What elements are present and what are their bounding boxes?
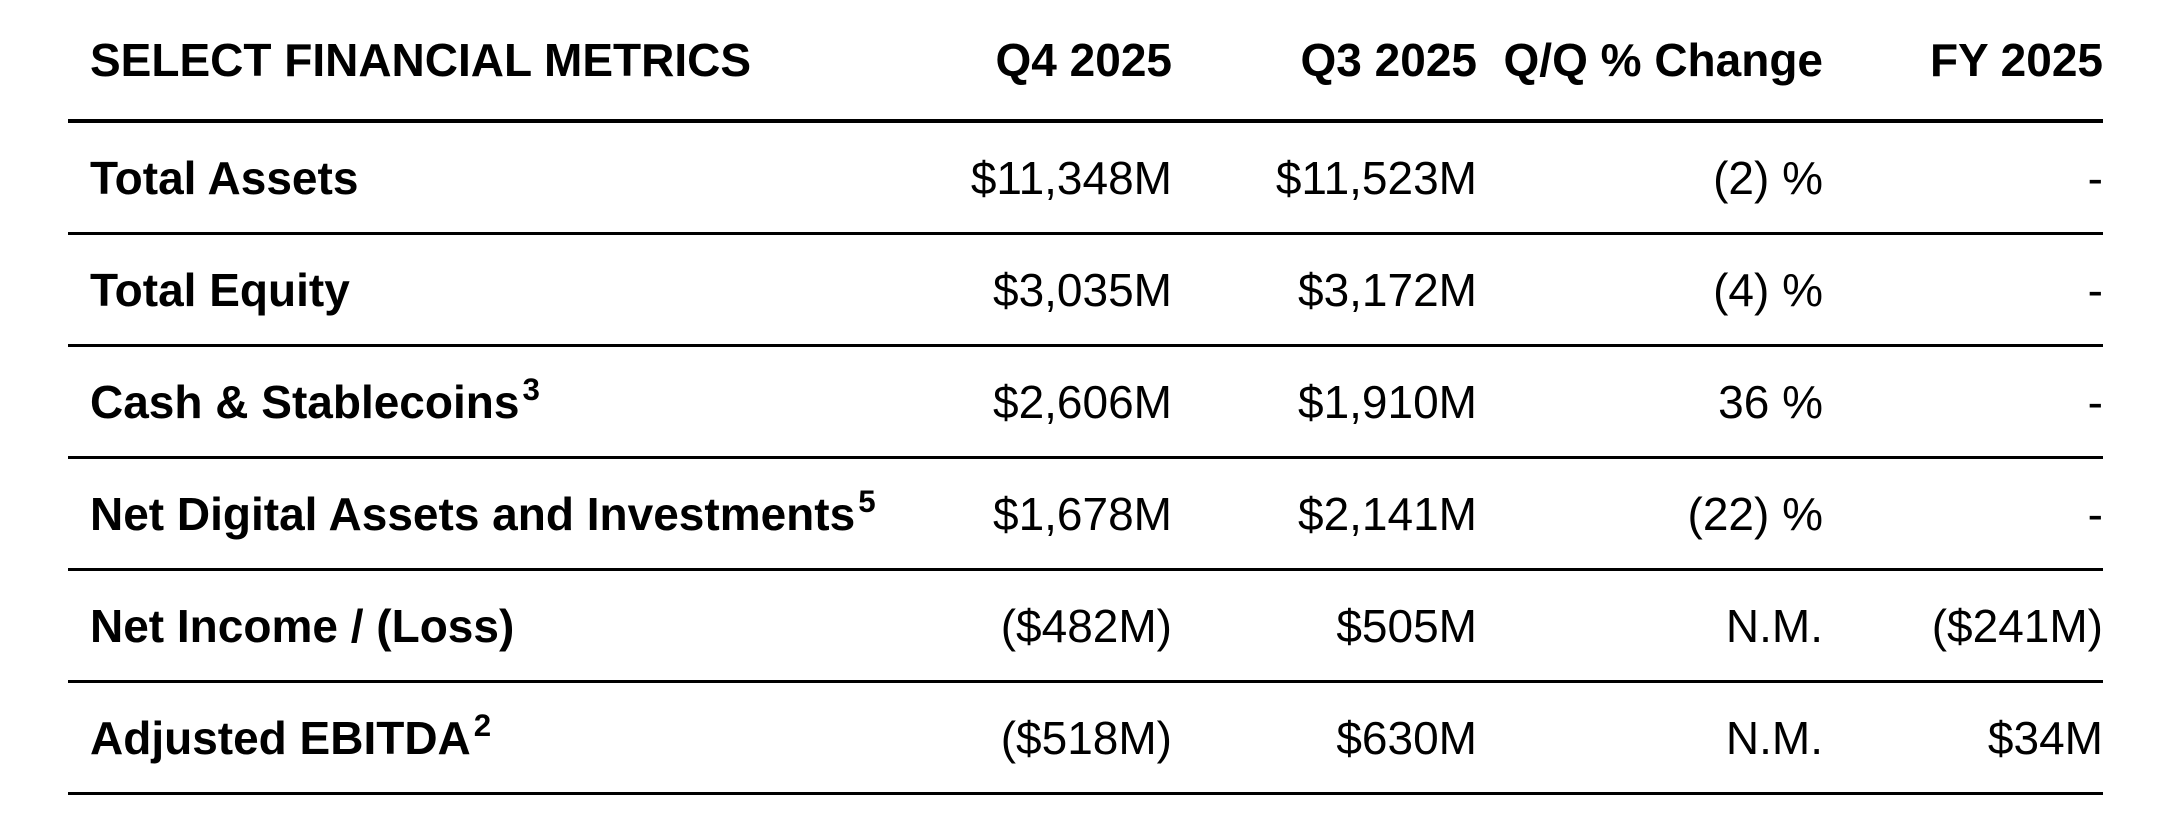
value-fy-2025: ($241M) bbox=[1931, 599, 2103, 652]
value-q3-2025: $3,172M bbox=[1297, 263, 1477, 316]
value-qq-change: (2) % bbox=[1713, 151, 1823, 204]
value-q3-2025: $2,141M bbox=[1297, 487, 1477, 540]
value-q4-2025: $1,678M bbox=[992, 487, 1172, 540]
value-qq-change: (4) % bbox=[1713, 263, 1823, 316]
metric-footnote-superscript: 5 bbox=[858, 484, 876, 520]
value-qq-change: 36 % bbox=[1718, 375, 1823, 428]
value-q4-2025: $11,348M bbox=[970, 151, 1172, 204]
value-q4-2025: ($482M) bbox=[1000, 599, 1172, 652]
value-fy-2025: - bbox=[2087, 375, 2103, 428]
table-row-total-equity: Total Equity $3,035M $3,172M (4) % - bbox=[68, 235, 2103, 347]
column-header-qq-change: Q/Q % Change bbox=[1503, 33, 1823, 86]
value-fy-2025: - bbox=[2087, 263, 2103, 316]
value-q3-2025: $1,910M bbox=[1297, 375, 1477, 428]
table-title: SELECT FINANCIAL METRICS bbox=[90, 33, 752, 86]
table-row-net-income-loss: Net Income / (Loss) ($482M) $505M N.M. (… bbox=[68, 571, 2103, 683]
metric-name: Cash & Stablecoins bbox=[90, 375, 520, 428]
value-fy-2025: - bbox=[2087, 151, 2103, 204]
metric-name: Adjusted EBITDA bbox=[90, 711, 471, 764]
metric-name-cell: Net Digital Assets and Investments5 bbox=[68, 486, 878, 540]
metric-name-cell: Total Equity bbox=[68, 267, 878, 313]
column-header-fy-2025: FY 2025 bbox=[1929, 33, 2103, 86]
table-row-total-assets: Total Assets $11,348M $11,523M (2) % - bbox=[68, 123, 2103, 235]
metric-name-cell: Adjusted EBITDA2 bbox=[68, 710, 878, 764]
metric-name-cell: Total Assets bbox=[68, 155, 878, 201]
metric-name: Net Digital Assets and Investments bbox=[90, 487, 856, 540]
table-row-cash-stablecoins: Cash & Stablecoins3 $2,606M $1,910M 36 %… bbox=[68, 347, 2103, 459]
value-q4-2025: $3,035M bbox=[992, 263, 1172, 316]
metric-name: Total Equity bbox=[90, 263, 350, 316]
value-q4-2025: $2,606M bbox=[992, 375, 1172, 428]
table-row-adjusted-ebitda: Adjusted EBITDA2 ($518M) $630M N.M. $34M bbox=[68, 683, 2103, 795]
value-q3-2025: $630M bbox=[1336, 711, 1477, 764]
table-header-row: SELECT FINANCIAL METRICS Q4 2025 Q3 2025… bbox=[68, 0, 2103, 123]
metric-name: Net Income / (Loss) bbox=[90, 599, 515, 652]
metric-name-cell: Cash & Stablecoins3 bbox=[68, 374, 878, 428]
metric-name: Total Assets bbox=[90, 151, 359, 204]
value-fy-2025: $34M bbox=[1987, 711, 2103, 764]
metric-name-cell: Net Income / (Loss) bbox=[68, 603, 878, 649]
value-fy-2025: - bbox=[2087, 487, 2103, 540]
column-header-q4-2025: Q4 2025 bbox=[995, 33, 1172, 86]
value-q3-2025: $11,523M bbox=[1275, 151, 1477, 204]
select-financial-metrics-table: SELECT FINANCIAL METRICS Q4 2025 Q3 2025… bbox=[68, 0, 2103, 795]
value-qq-change: N.M. bbox=[1725, 599, 1823, 652]
value-qq-change: (22) % bbox=[1687, 487, 1823, 540]
table-row-net-digital-assets: Net Digital Assets and Investments5 $1,6… bbox=[68, 459, 2103, 571]
value-q4-2025: ($518M) bbox=[1000, 711, 1172, 764]
value-qq-change: N.M. bbox=[1725, 711, 1823, 764]
metric-footnote-superscript: 3 bbox=[522, 372, 540, 408]
column-header-q3-2025: Q3 2025 bbox=[1300, 33, 1477, 86]
value-q3-2025: $505M bbox=[1336, 599, 1477, 652]
metric-footnote-superscript: 2 bbox=[473, 708, 492, 744]
